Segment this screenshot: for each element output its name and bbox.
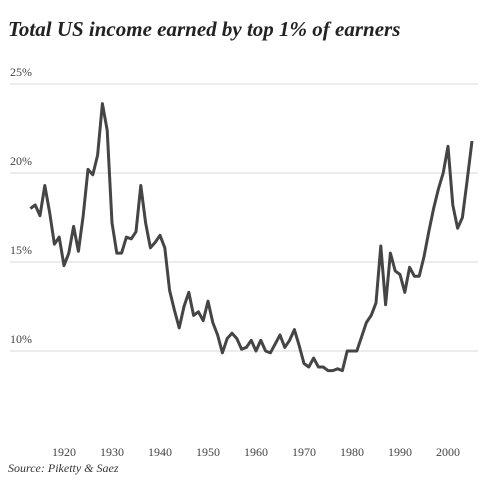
data-line bbox=[29, 102, 474, 373]
y-tick-label: 10% bbox=[10, 332, 32, 346]
y-tick-label: 15% bbox=[10, 243, 32, 257]
x-tick-label: 1990 bbox=[388, 445, 412, 459]
chart-title: Total US income earned by top 1% of earn… bbox=[8, 17, 400, 41]
x-tick-label: 1920 bbox=[52, 445, 76, 459]
y-tick-label: 25% bbox=[10, 65, 32, 79]
x-tick-label: 1960 bbox=[244, 445, 268, 459]
x-tick-label: 2000 bbox=[436, 445, 460, 459]
y-tick-label: 20% bbox=[10, 154, 32, 168]
x-tick-label: 1980 bbox=[340, 445, 364, 459]
x-tick-label: 1940 bbox=[148, 445, 172, 459]
x-tick-label: 1930 bbox=[100, 445, 124, 459]
x-tick-label: 1970 bbox=[292, 445, 316, 459]
x-tick-label: 1950 bbox=[196, 445, 220, 459]
source: Source: Piketty & Saez bbox=[8, 461, 119, 475]
